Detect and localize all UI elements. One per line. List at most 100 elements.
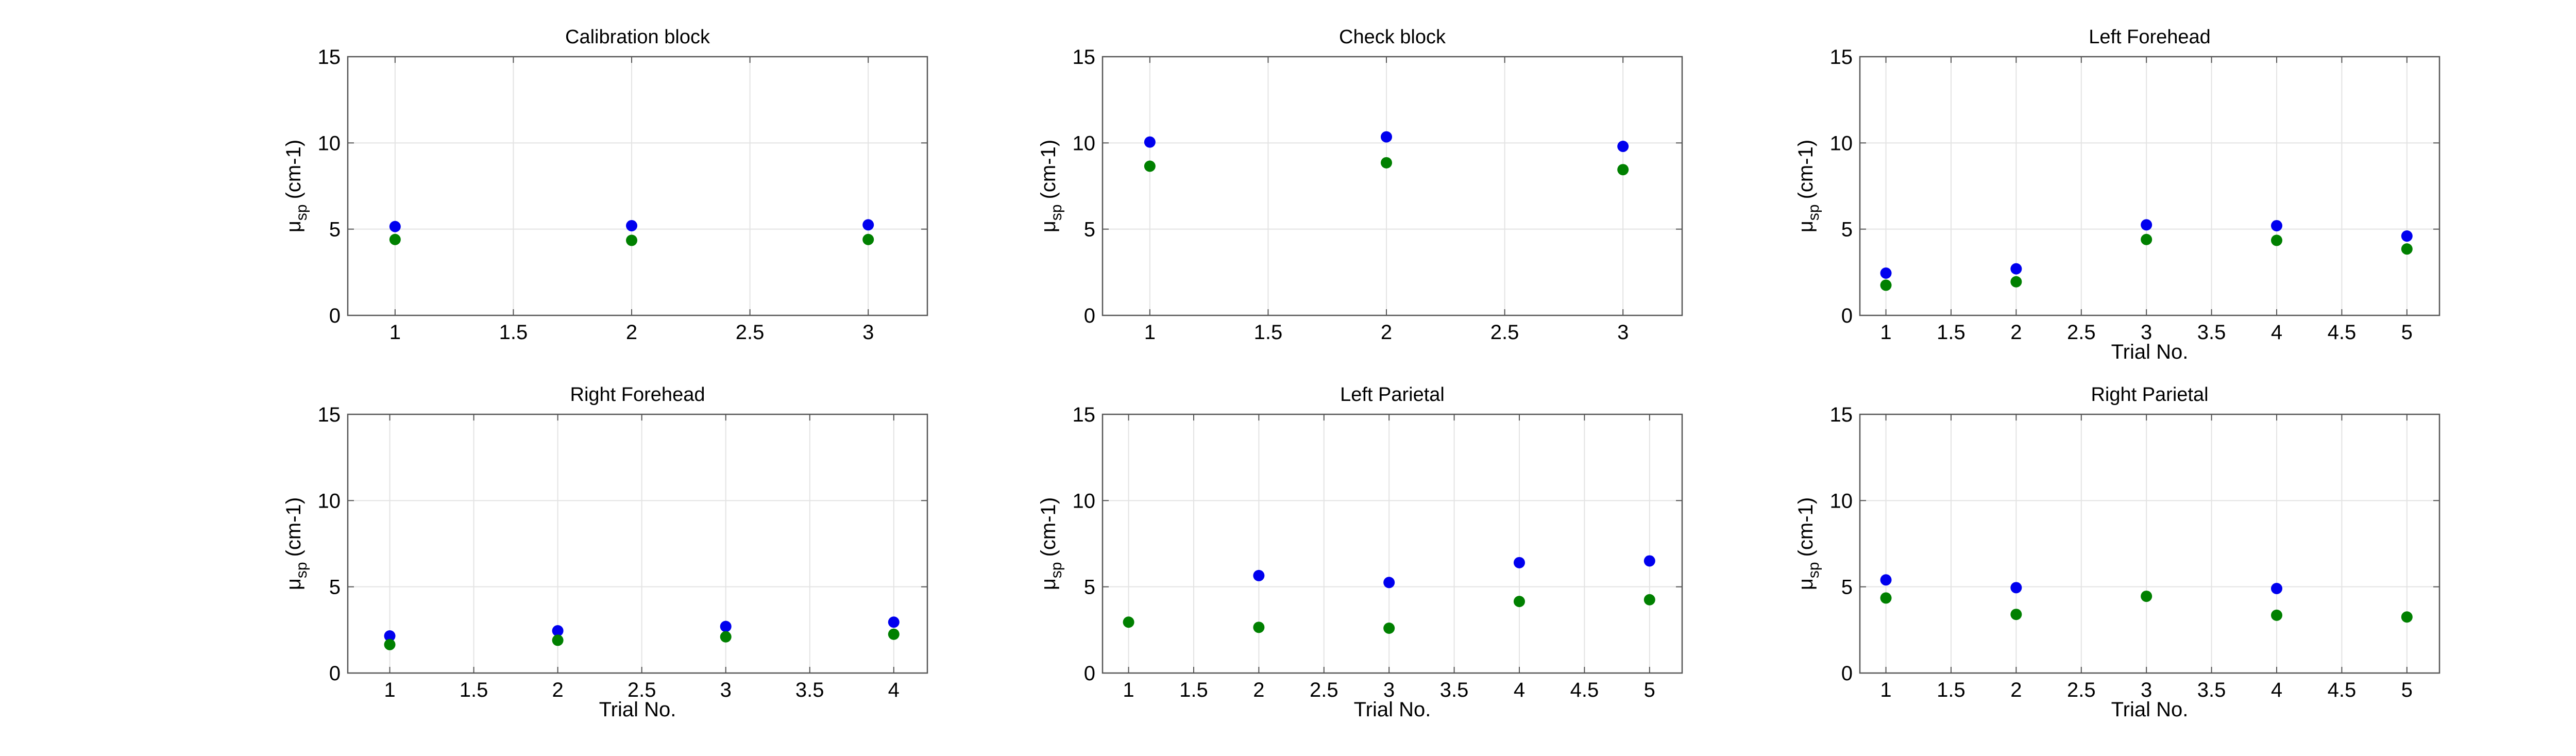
subplot-title: Check block [1339, 26, 1446, 48]
data-point-series-1 [2141, 219, 2153, 231]
x-tick-label: 1 [1144, 321, 1156, 344]
subplot-1: 1 1.5 2 2.5 3 0 5 10 15 Calibration block μsp (cm-1… [282, 26, 928, 344]
axes-frame [1101, 56, 1683, 316]
data-point-series-1 [888, 616, 900, 628]
y-tick-label: 15 [318, 404, 341, 426]
x-tick-label: 3.5 [2197, 321, 2226, 344]
x-tick-label: 4.5 [1570, 679, 1599, 701]
x-tick-label: 1.5 [1937, 321, 1965, 344]
data-point-series-1 [1381, 131, 1393, 143]
x-tick-label: 2.5 [1310, 679, 1338, 701]
x-tick-label: 2.5 [628, 679, 656, 701]
y-tick-label: 0 [329, 662, 341, 685]
y-axis-label-subscript: sp [293, 562, 310, 578]
x-tick-label: 2 [1253, 679, 1264, 701]
data-point-series-1 [2270, 583, 2282, 595]
data-point-series-1 [720, 620, 732, 632]
data-point-series-1 [1880, 267, 1892, 279]
x-tick-label: 1 [1880, 321, 1891, 344]
x-tick-label: 3.5 [1440, 679, 1469, 701]
x-tick-label: 2.5 [1490, 321, 1519, 344]
data-point-series-1 [1144, 136, 1156, 148]
axes-frame [1859, 56, 2441, 316]
x-tick-label: 4.5 [2328, 679, 2357, 701]
x-tick-label: 3 [2141, 321, 2152, 344]
axes-frame [1859, 413, 2441, 674]
data-point-series-1 [384, 630, 396, 642]
data-point-series-1 [1643, 555, 1655, 567]
data-point-series-1 [1253, 569, 1265, 581]
data-point-series-1 [1880, 574, 1892, 586]
x-tick-label: 3 [1383, 679, 1395, 701]
x-tick-label: 3.5 [795, 679, 824, 701]
y-tick-label: 5 [1084, 576, 1095, 599]
data-point-series-2 [2010, 609, 2022, 620]
subplot-6: 1 1.5 2 2.5 3 3.5 4 4.5 5 0 5 10 15 Right Parietal Tri… [1794, 384, 2441, 721]
y-axis-label: μsp (cm-1) [282, 497, 310, 590]
data-point-series-2 [1880, 279, 1892, 291]
x-tick-label: 3.5 [2197, 679, 2226, 701]
x-tick-label: 1.5 [499, 321, 528, 344]
data-point-series-1 [626, 220, 638, 231]
y-axis-label-subscript: sp [1048, 562, 1065, 578]
y-tick-label: 15 [1830, 404, 1853, 426]
subplot-5: 1 1.5 2 2.5 3 3.5 4 4.5 5 0 5 10 15 Left Parietal Tria… [1037, 384, 1683, 721]
y-axis-label-unit: (cm-1) [282, 497, 305, 557]
y-tick-label: 15 [1073, 46, 1096, 69]
y-tick-label: 0 [1084, 305, 1095, 327]
y-tick-label: 5 [1084, 219, 1095, 241]
data-point-series-2 [1381, 157, 1393, 169]
x-tick-label: 1 [389, 321, 401, 344]
y-tick-label: 0 [1841, 662, 1853, 685]
x-axis-label: Trial No. [2111, 341, 2189, 363]
data-point-series-2 [384, 639, 396, 650]
y-tick-label: 0 [1084, 662, 1095, 685]
x-tick-label: 5 [1644, 679, 1655, 701]
x-tick-label: 2.5 [2067, 321, 2096, 344]
x-tick-label: 2.5 [736, 321, 765, 344]
data-point-series-2 [2141, 591, 2153, 602]
data-point-series-1 [1513, 557, 1525, 568]
data-point-series-1 [2401, 230, 2413, 242]
data-point-series-2 [1617, 164, 1629, 176]
x-tick-label: 5 [2401, 679, 2413, 701]
data-point-series-2 [2141, 233, 2153, 245]
x-tick-label: 5 [2401, 321, 2413, 344]
x-tick-label: 1.5 [1937, 679, 1965, 701]
data-point-series-1 [1383, 577, 1395, 589]
data-point-series-2 [862, 233, 874, 245]
y-tick-label: 10 [1830, 132, 1853, 155]
x-tick-label: 4 [2271, 679, 2282, 701]
x-tick-label: 2 [1381, 321, 1392, 344]
subplot-3: 1 1.5 2 2.5 3 3.5 4 4.5 5 0 5 10 15 Left Forehead Tria… [1794, 26, 2441, 363]
y-axis-label-subscript: sp [1048, 204, 1065, 221]
axes-frame [347, 56, 928, 316]
y-axis-label-unit: (cm-1) [282, 140, 305, 199]
x-tick-label: 1 [1880, 679, 1891, 701]
y-axis-label-symbol: μ [282, 578, 305, 590]
y-axis-label-symbol: μ [1037, 221, 1060, 232]
axes-frame [347, 413, 928, 674]
y-axis-label-symbol: μ [1794, 578, 1817, 590]
y-axis-label-unit: (cm-1) [1794, 497, 1817, 557]
data-point-series-2 [1513, 596, 1525, 608]
subplot-4: 1 1.5 2 2.5 3 3.5 4 0 5 10 15 Right Forehead Trial N… [282, 384, 928, 721]
y-tick-label: 10 [1073, 490, 1096, 512]
y-tick-label: 5 [329, 219, 341, 241]
subplot-title: Left Parietal [1340, 384, 1445, 406]
x-tick-label: 3 [2141, 679, 2152, 701]
y-tick-label: 5 [1841, 219, 1853, 241]
data-point-series-2 [888, 628, 900, 640]
y-axis-label: μsp (cm-1) [282, 140, 310, 232]
x-tick-label: 3 [720, 679, 732, 701]
y-axis-label: μsp (cm-1) [1794, 497, 1822, 590]
subplot-title: Calibration block [565, 26, 710, 48]
x-axis-label: Trial No. [1354, 698, 1431, 721]
y-tick-label: 15 [1073, 404, 1096, 426]
y-axis-label-subscript: sp [1805, 204, 1822, 221]
data-point-series-1 [862, 219, 874, 231]
x-tick-label: 2 [2010, 321, 2022, 344]
data-point-series-2 [626, 234, 638, 246]
data-point-series-2 [1880, 592, 1892, 604]
